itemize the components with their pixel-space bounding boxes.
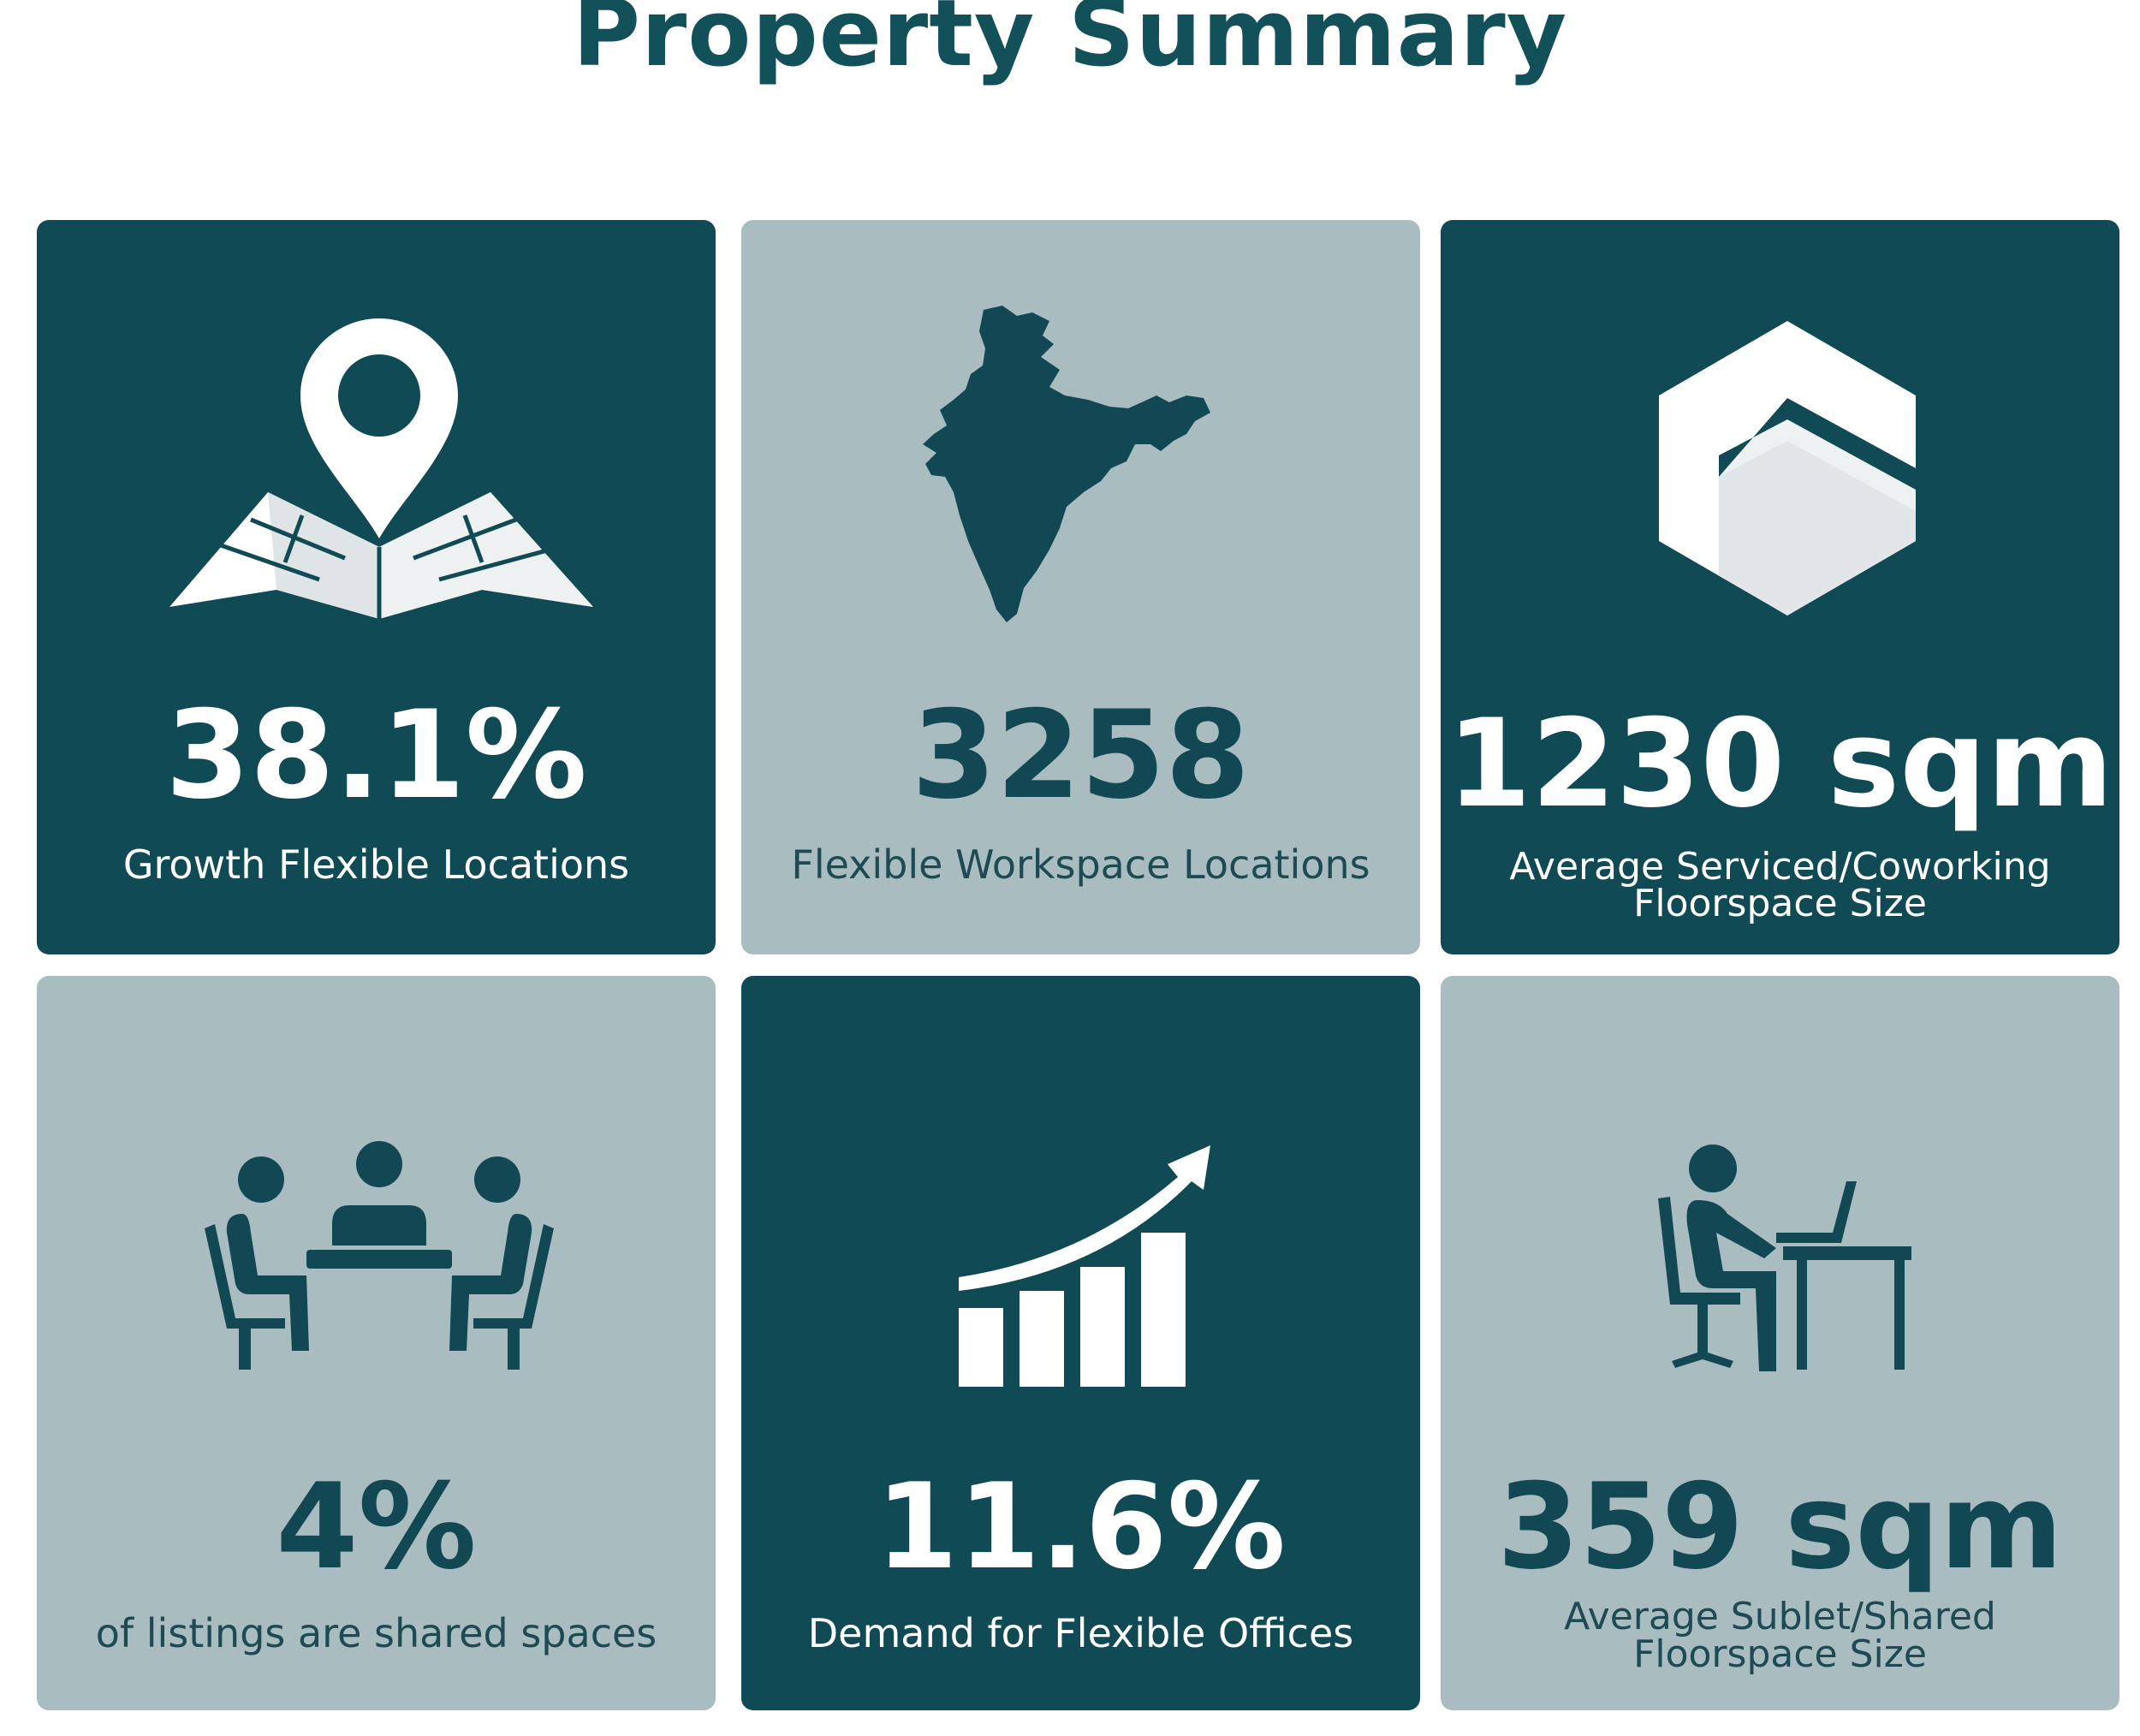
- map-pin-icon: [37, 220, 716, 699]
- stat-label-line-1: Average Sublet/Shared: [1564, 1595, 1996, 1638]
- stat-label: Demand for Flexible Offices: [807, 1610, 1354, 1656]
- stat-card-average-coworking-floorspace: 1230 sqm Average Serviced/Coworking Floo…: [1441, 220, 2119, 954]
- hexagon-icon: [1441, 220, 2119, 699]
- stat-label: of listings are shared spaces: [95, 1610, 657, 1656]
- stat-label-line-2: Floorspace Size: [1633, 1632, 1927, 1676]
- stat-card-flexible-workspace-locations: 3258 Flexible Workspace Locations: [741, 220, 1420, 954]
- stat-value: 359 sqm: [1497, 1458, 2063, 1596]
- stat-value: 38.1%: [165, 685, 587, 826]
- stat-card-average-sublet-floorspace: 359 sqm Average Sublet/Shared Floorspace…: [1441, 976, 2119, 1710]
- stat-card-shared-spaces-listings: 4% of listings are shared spaces: [37, 976, 716, 1710]
- india-map-icon: [741, 220, 1420, 699]
- meeting-table-icon: [37, 976, 716, 1455]
- stat-value: 11.6%: [876, 1458, 1286, 1596]
- stat-label: Flexible Workspace Locations: [791, 841, 1370, 888]
- stat-value: 3258: [911, 685, 1251, 826]
- stat-value: 4%: [276, 1458, 477, 1596]
- growth-chart-icon: [741, 976, 1420, 1455]
- page-title: Property Summary: [572, 0, 1568, 87]
- desk-worker-icon: [1441, 976, 2119, 1455]
- stat-label-line-1: Average Serviced/Coworking: [1509, 845, 2051, 889]
- stat-card-growth-flexible-locations: 38.1% Growth Flexible Locations: [37, 220, 716, 954]
- stat-label-line-2: Floorspace Size: [1633, 882, 1927, 925]
- stat-label: Growth Flexible Locations: [122, 841, 630, 888]
- stat-card-demand-flexible-offices: 11.6% Demand for Flexible Offices: [741, 976, 1420, 1710]
- stat-value: 1230 sqm: [1447, 693, 2113, 835]
